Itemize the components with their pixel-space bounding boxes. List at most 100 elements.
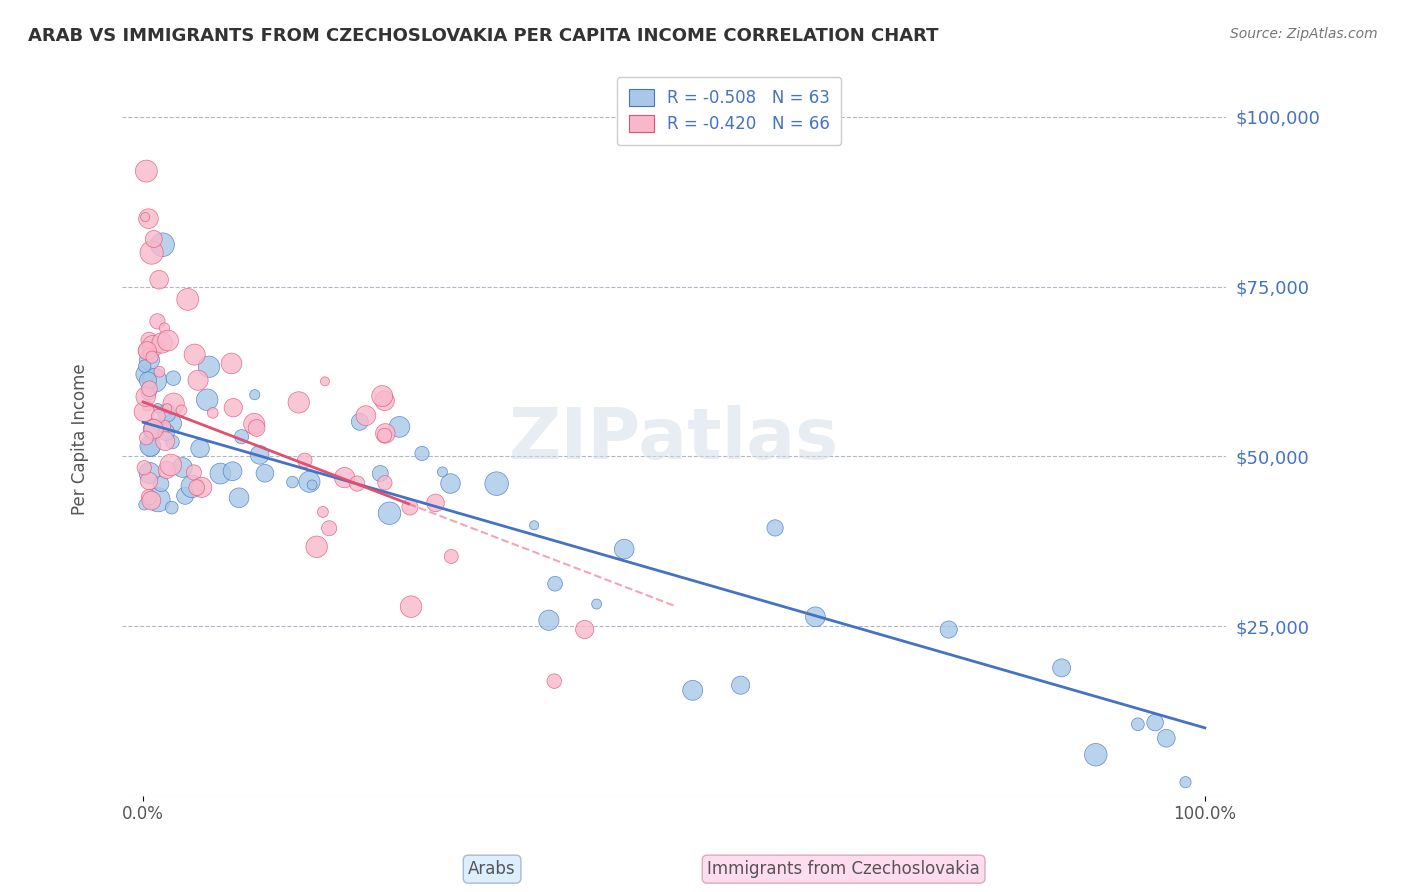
Y-axis label: Per Capita Income: Per Capita Income xyxy=(70,363,89,515)
Point xyxy=(146,492,169,507)
Point xyxy=(136,374,159,388)
Point xyxy=(135,431,157,445)
Point xyxy=(138,474,160,488)
Point xyxy=(231,430,253,444)
Point xyxy=(139,440,162,454)
Point xyxy=(312,505,335,519)
Point xyxy=(135,390,157,404)
Point xyxy=(730,678,752,692)
Point xyxy=(411,446,433,460)
Point xyxy=(613,542,636,557)
Point xyxy=(183,348,205,362)
Point xyxy=(349,415,371,429)
Point xyxy=(160,500,183,515)
Point xyxy=(141,350,163,364)
Point xyxy=(139,439,162,453)
Point xyxy=(162,417,184,431)
Point xyxy=(138,466,160,480)
Point xyxy=(143,373,166,387)
Point xyxy=(374,393,396,408)
Point xyxy=(354,409,377,423)
Point xyxy=(544,576,567,591)
Point xyxy=(138,385,160,400)
Point xyxy=(253,467,276,481)
Point xyxy=(298,475,321,489)
Point xyxy=(222,401,245,415)
Point xyxy=(183,466,205,480)
Point xyxy=(195,392,218,407)
Point xyxy=(138,347,160,361)
Point xyxy=(157,334,180,348)
Text: Source: ZipAtlas.com: Source: ZipAtlas.com xyxy=(1230,27,1378,41)
Point xyxy=(135,164,157,178)
Point xyxy=(138,211,160,226)
Point xyxy=(156,401,179,416)
Point xyxy=(146,401,169,416)
Point xyxy=(209,467,232,481)
Point xyxy=(374,475,396,490)
Point xyxy=(1050,661,1073,675)
Point xyxy=(177,293,200,307)
Point xyxy=(804,609,827,624)
Point xyxy=(523,518,546,533)
Point xyxy=(150,476,173,491)
Point xyxy=(333,470,356,484)
Point xyxy=(314,375,336,389)
Point xyxy=(432,465,454,479)
Point xyxy=(682,683,704,698)
Point xyxy=(543,674,565,689)
Point xyxy=(134,498,156,512)
Point xyxy=(374,426,396,441)
Point xyxy=(150,335,173,350)
Point xyxy=(187,373,209,387)
Point xyxy=(142,339,165,353)
Point xyxy=(399,500,422,514)
Point xyxy=(374,428,396,442)
Point xyxy=(135,343,157,358)
Point xyxy=(281,475,304,489)
Point xyxy=(172,460,194,475)
Point xyxy=(378,506,401,520)
Point xyxy=(294,453,316,467)
Point xyxy=(159,458,181,472)
Point xyxy=(228,491,250,505)
Point xyxy=(301,478,323,492)
Point xyxy=(249,448,271,462)
Point xyxy=(1144,715,1167,730)
Point xyxy=(221,356,243,370)
Text: ZIPatlas: ZIPatlas xyxy=(509,405,839,474)
Point xyxy=(245,421,267,435)
Point xyxy=(143,337,166,351)
Point xyxy=(425,496,447,510)
Point xyxy=(134,368,156,382)
Point xyxy=(201,406,224,420)
Point xyxy=(221,464,243,478)
Point xyxy=(1174,775,1197,789)
Point xyxy=(155,425,177,440)
Point xyxy=(191,480,214,494)
Point xyxy=(186,481,208,495)
Point xyxy=(485,476,508,491)
Point xyxy=(763,521,786,535)
Point xyxy=(388,420,411,434)
Point xyxy=(142,422,165,436)
Point xyxy=(143,423,166,437)
Point xyxy=(243,417,266,431)
Point xyxy=(146,314,169,328)
Point xyxy=(162,397,184,411)
Point xyxy=(153,321,176,335)
Point xyxy=(148,365,170,379)
Text: Immigrants from Czechoslovakia: Immigrants from Czechoslovakia xyxy=(707,860,980,878)
Point xyxy=(138,368,160,383)
Point xyxy=(368,467,391,481)
Point xyxy=(156,463,179,477)
Point xyxy=(439,476,461,491)
Point xyxy=(188,442,211,456)
Point xyxy=(141,245,163,260)
Point xyxy=(141,493,163,508)
Point xyxy=(1126,717,1149,731)
Point xyxy=(156,406,179,420)
Text: ARAB VS IMMIGRANTS FROM CZECHOSLOVAKIA PER CAPITA INCOME CORRELATION CHART: ARAB VS IMMIGRANTS FROM CZECHOSLOVAKIA P… xyxy=(28,27,939,45)
Point xyxy=(136,343,159,358)
Point xyxy=(537,613,560,627)
